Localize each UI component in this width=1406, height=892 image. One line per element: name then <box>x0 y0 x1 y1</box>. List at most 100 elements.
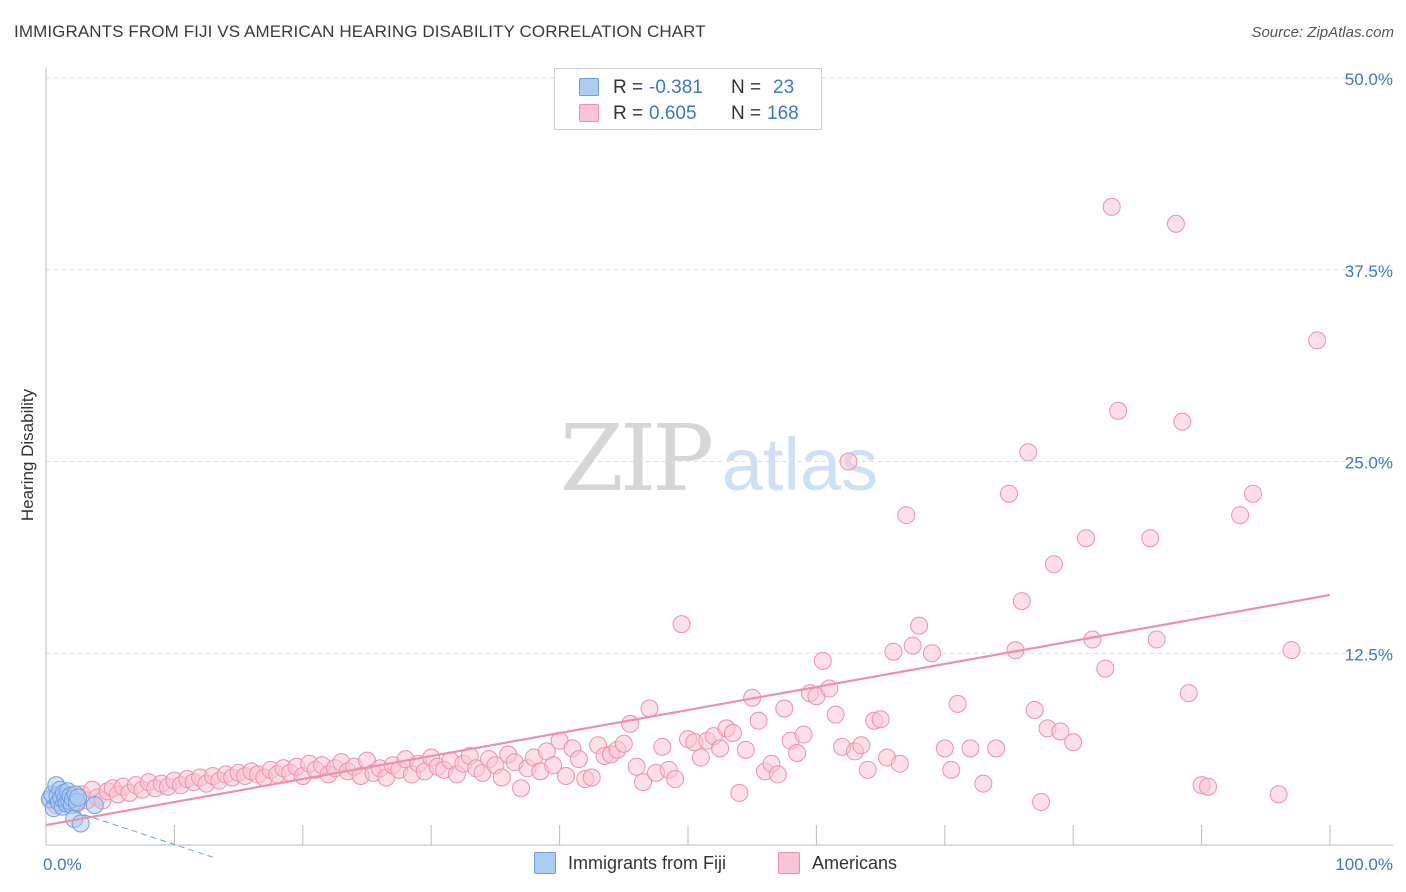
data-point <box>890 754 909 773</box>
americans-swatch <box>579 104 599 122</box>
data-point <box>788 743 807 762</box>
data-point <box>1269 785 1288 804</box>
data-point <box>627 757 646 776</box>
chart-title: IMMIGRANTS FROM FIJI VS AMERICAN HEARING… <box>14 22 706 41</box>
r-label: R = <box>613 103 644 124</box>
data-point <box>826 705 845 724</box>
r-value: -0.381 <box>649 77 703 98</box>
data-point <box>852 736 871 755</box>
watermark-zip: ZIP <box>560 405 711 512</box>
r-label: R = <box>613 77 644 98</box>
data-point <box>621 714 640 733</box>
legend-swatch-americans <box>778 852 800 874</box>
legend-label-fiji: Immigrants from Fiji <box>568 853 727 873</box>
n-label: N = <box>731 77 762 98</box>
data-point <box>935 739 954 758</box>
data-point <box>1308 331 1327 350</box>
x-tick-label: 0.0% <box>43 855 82 874</box>
data-point <box>569 750 588 769</box>
data-point <box>723 724 742 743</box>
data-point <box>666 770 685 789</box>
data-point <box>974 774 993 793</box>
data-point <box>775 699 794 718</box>
data-point <box>1173 412 1192 431</box>
data-point <box>768 765 787 784</box>
tick-labels: 12.5% 25.0% 37.5% 50.0% 0.0% 100.0% <box>43 70 1393 874</box>
data-point <box>858 760 877 779</box>
trend-line <box>45 593 1331 827</box>
data-point <box>1243 484 1262 503</box>
data-point <box>1282 641 1301 660</box>
data-point <box>85 796 104 815</box>
data-point <box>942 760 961 779</box>
data-point <box>1051 722 1070 741</box>
data-point <box>544 756 563 775</box>
data-point <box>1077 529 1096 548</box>
data-point <box>1025 701 1044 720</box>
data-point <box>640 699 659 718</box>
data-point <box>749 711 768 730</box>
data-point <box>839 452 858 471</box>
data-point <box>910 616 929 635</box>
legend-label-americans: Americans <box>812 853 898 873</box>
data-point <box>1096 659 1115 678</box>
stats-row-americans: R = 0.605 N = 168 <box>555 101 821 127</box>
data-point <box>512 779 531 798</box>
stats-box: R = -0.381 N = 23 R = 0.605 N = 168 <box>554 68 822 130</box>
data-point <box>948 694 967 713</box>
americans-points <box>42 197 1327 815</box>
trend-lines <box>45 593 1331 858</box>
data-point <box>691 748 710 767</box>
data-point <box>1231 506 1250 525</box>
r-value: 0.605 <box>649 103 697 124</box>
data-point <box>730 783 749 802</box>
fiji-swatch <box>579 78 599 96</box>
data-point <box>557 766 576 785</box>
data-point <box>1064 733 1083 752</box>
data-point <box>1141 529 1160 548</box>
legend-swatch-fiji <box>534 852 556 874</box>
data-point <box>1147 630 1166 649</box>
watermark: ZIP atlas <box>560 405 878 512</box>
y-tick-label: 50.0% <box>1345 70 1393 89</box>
data-point <box>1019 443 1038 462</box>
data-point <box>794 725 813 744</box>
y-tick-label: 25.0% <box>1345 454 1393 473</box>
data-point <box>1179 684 1198 703</box>
data-point <box>903 636 922 655</box>
data-point <box>614 734 633 753</box>
data-point <box>672 615 691 634</box>
y-axis-title: Hearing Disability <box>18 388 37 522</box>
data-point <box>1109 401 1128 420</box>
data-point <box>653 737 672 756</box>
n-label: N = <box>731 103 762 124</box>
data-point <box>736 740 755 759</box>
stats-row-fiji: R = -0.381 N = 23 <box>555 75 821 101</box>
n-value: 168 <box>767 103 799 124</box>
grid-lines <box>46 77 1393 654</box>
data-point <box>897 506 916 525</box>
source-label: Source: ZipAtlas.com <box>1251 24 1394 41</box>
data-point <box>813 651 832 670</box>
data-point <box>492 768 511 787</box>
data-point <box>69 788 88 807</box>
data-point <box>1102 197 1121 216</box>
axes <box>45 68 1393 846</box>
data-point <box>987 739 1006 758</box>
data-point <box>922 644 941 663</box>
data-point <box>884 642 903 661</box>
x-tick-label: 100.0% <box>1335 855 1393 874</box>
data-point <box>582 768 601 787</box>
y-tick-label: 12.5% <box>1345 645 1393 664</box>
data-point <box>1012 592 1031 611</box>
data-point <box>1000 484 1018 503</box>
data-point <box>961 739 980 758</box>
n-value: 23 <box>773 77 795 98</box>
data-point <box>1166 214 1185 233</box>
data-point <box>634 773 653 792</box>
data-point <box>1199 777 1218 796</box>
data-point <box>711 739 730 758</box>
data-point <box>1044 555 1063 574</box>
data-point <box>871 710 890 729</box>
